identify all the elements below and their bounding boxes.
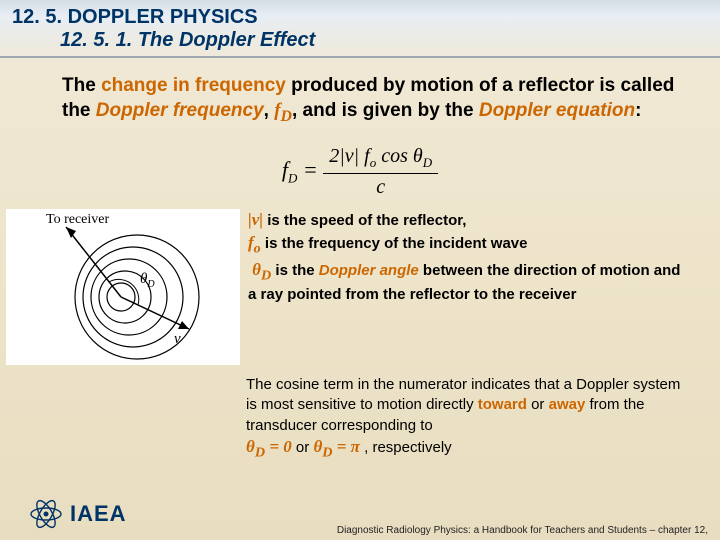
- svg-text:θD: θD: [140, 271, 155, 290]
- eq-theta-pi: θD = π: [313, 437, 360, 456]
- content-row: To receiver θD v |v| is the speed of the…: [0, 209, 720, 365]
- highlight-toward: toward: [478, 396, 527, 413]
- slide-header: 12. 5. DOPPLER PHYSICS 12. 5. 1. The Dop…: [0, 0, 720, 58]
- svg-text:To receiver: To receiver: [46, 212, 109, 227]
- intro-paragraph: The change in frequency produced by moti…: [0, 58, 720, 137]
- intro-text: :: [635, 100, 641, 121]
- note-text: or: [292, 439, 314, 456]
- def-fo: fo is the frequency of the incident wave: [248, 232, 690, 259]
- section-number: 12. 5. DOPPLER PHYSICS: [12, 6, 708, 29]
- intro-text: ,: [264, 100, 275, 121]
- iaea-logo: IAEA: [28, 496, 127, 532]
- highlight-doppler-equation: Doppler equation: [479, 100, 635, 121]
- atom-icon: [28, 496, 64, 532]
- footer-citation: Diagnostic Radiology Physics: a Handbook…: [337, 525, 708, 536]
- highlight-change-in-frequency: change in frequency: [101, 75, 286, 96]
- doppler-equation: fD = 2|v| fo cos θDc: [0, 145, 720, 199]
- intro-text: The: [62, 75, 101, 96]
- logo-text: IAEA: [70, 501, 127, 527]
- subsection-title: 12. 5. 1. The Doppler Effect: [12, 29, 708, 52]
- svg-text:v: v: [174, 331, 181, 347]
- intro-text: , and is given by the: [292, 100, 479, 121]
- doppler-diagram: To receiver θD v: [6, 209, 240, 365]
- highlight-away: away: [549, 396, 586, 413]
- note-text: , respectively: [360, 439, 452, 456]
- variable-definitions: |v| is the speed of the reflector, fo is…: [248, 209, 690, 365]
- symbol-fd: fD: [274, 100, 292, 121]
- def-theta: θD is the Doppler angle between the dire…: [248, 259, 690, 306]
- note-text: or: [527, 396, 549, 413]
- highlight-doppler-frequency: Doppler frequency: [96, 100, 264, 121]
- cosine-note: The cosine term in the numerator indicat…: [0, 365, 720, 468]
- def-v: |v| is the speed of the reflector,: [248, 209, 690, 232]
- eq-theta-zero: θD = 0: [246, 437, 292, 456]
